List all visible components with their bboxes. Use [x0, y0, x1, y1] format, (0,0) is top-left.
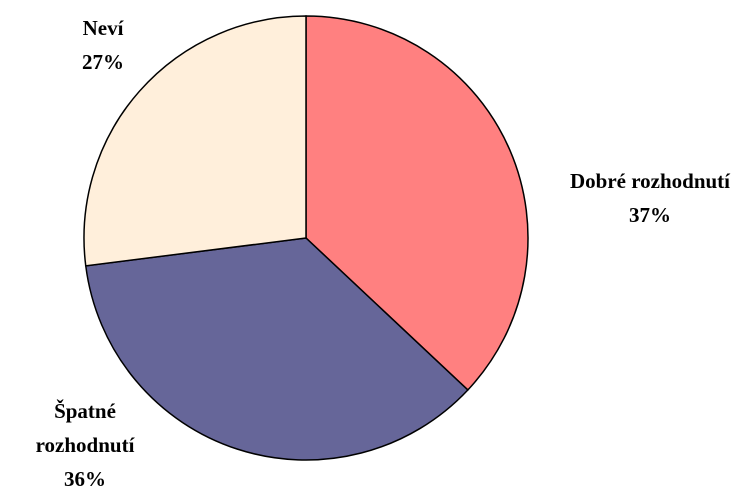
category-label: Dobré rozhodnutí	[569, 169, 731, 193]
value-label: 36%	[64, 467, 106, 491]
slice-label: Dobré rozhodnutí 37%	[545, 164, 755, 232]
category-label: Neví	[82, 16, 124, 40]
pie-slice	[83, 15, 307, 267]
pie-slice	[84, 237, 469, 461]
slice-label: Špatné rozhodnutí 36%	[10, 394, 160, 496]
slice-label: Neví 27%	[30, 11, 176, 79]
value-label: 27%	[82, 50, 124, 74]
pie-slice	[305, 15, 529, 392]
category-label: Špatné rozhodnutí	[35, 399, 135, 457]
value-label: 37%	[629, 203, 671, 227]
